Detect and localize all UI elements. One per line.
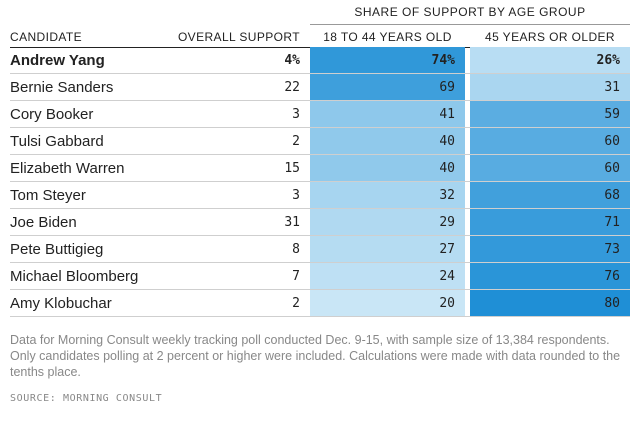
row-divider <box>10 235 630 236</box>
overall-support-value: 31 <box>284 215 300 230</box>
row-divider <box>10 100 630 101</box>
column-header-young: 18 TO 44 YEARS OLD <box>323 30 452 44</box>
young-share-cell: 27 <box>310 236 465 263</box>
candidate-name: Elizabeth Warren <box>10 160 125 177</box>
old-share-cell: 68 <box>470 182 630 209</box>
old-share-cell: 80 <box>470 290 630 317</box>
overall-support-value: 2 <box>292 134 300 149</box>
young-share-cell: 29 <box>310 209 465 236</box>
old-share-cell: 60 <box>470 155 630 182</box>
young-share-cell: 69 <box>310 74 465 101</box>
table-row: Bernie Sanders 22 69 31 <box>10 74 630 101</box>
young-share-cell: 41 <box>310 101 465 128</box>
row-divider <box>10 289 630 290</box>
row-divider <box>10 208 630 209</box>
overall-support-value: 3 <box>292 188 300 203</box>
old-share-cell: 73 <box>470 236 630 263</box>
column-header-candidate: CANDIDATE <box>10 30 83 44</box>
candidate-name: Michael Bloomberg <box>10 268 139 285</box>
table-row: Elizabeth Warren 15 40 60 <box>10 155 630 182</box>
overall-support-value: 4% <box>284 53 300 68</box>
table-row: Joe Biden 31 29 71 <box>10 209 630 236</box>
table-row: Cory Booker 3 41 59 <box>10 101 630 128</box>
young-share-cell: 40 <box>310 128 465 155</box>
old-share-cell: 59 <box>470 101 630 128</box>
overall-support-value: 15 <box>284 161 300 176</box>
source-credit: SOURCE: MORNING CONSULT <box>10 393 163 404</box>
table-row: Tom Steyer 3 32 68 <box>10 182 630 209</box>
overall-support-value: 22 <box>284 80 300 95</box>
row-divider <box>10 154 630 155</box>
candidate-name: Tom Steyer <box>10 187 86 204</box>
young-share-cell: 32 <box>310 182 465 209</box>
table-row: Pete Buttigieg 8 27 73 <box>10 236 630 263</box>
overall-support-value: 3 <box>292 107 300 122</box>
footnote: Data for Morning Consult weekly tracking… <box>10 333 621 379</box>
table-row: Tulsi Gabbard 2 40 60 <box>10 128 630 155</box>
table-row: Andrew Yang 4% 74% 26% <box>10 47 630 74</box>
candidate-name: Andrew Yang <box>10 52 105 69</box>
overall-support-value: 7 <box>292 269 300 284</box>
old-share-cell: 60 <box>470 128 630 155</box>
age-group-header: SHARE OF SUPPORT BY AGE GROUP <box>310 2 630 25</box>
row-divider <box>10 181 630 182</box>
candidate-name: Cory Booker <box>10 106 94 123</box>
candidate-name: Amy Klobuchar <box>10 295 112 312</box>
table-row: Michael Bloomberg 7 24 76 <box>10 263 630 290</box>
candidate-name: Bernie Sanders <box>10 79 114 96</box>
row-divider <box>10 262 630 263</box>
young-share-cell: 40 <box>310 155 465 182</box>
old-share-cell: 31 <box>470 74 630 101</box>
row-divider <box>10 127 630 128</box>
overall-support-value: 8 <box>292 242 300 257</box>
overall-support-value: 2 <box>292 296 300 311</box>
table-row: Amy Klobuchar 2 20 80 <box>10 290 630 317</box>
young-share-cell: 74% <box>310 47 465 74</box>
candidate-name: Tulsi Gabbard <box>10 133 104 150</box>
old-share-cell: 76 <box>470 263 630 290</box>
candidate-name: Pete Buttigieg <box>10 241 104 258</box>
candidate-name: Joe Biden <box>10 214 77 231</box>
column-header-overall: OVERALL SUPPORT <box>177 30 300 44</box>
old-share-cell: 26% <box>470 47 630 74</box>
row-divider <box>10 73 630 74</box>
young-share-cell: 24 <box>310 263 465 290</box>
old-share-cell: 71 <box>470 209 630 236</box>
column-header-old: 45 YEARS OR OLDER <box>485 30 615 44</box>
row-divider <box>10 316 630 317</box>
young-share-cell: 20 <box>310 290 465 317</box>
